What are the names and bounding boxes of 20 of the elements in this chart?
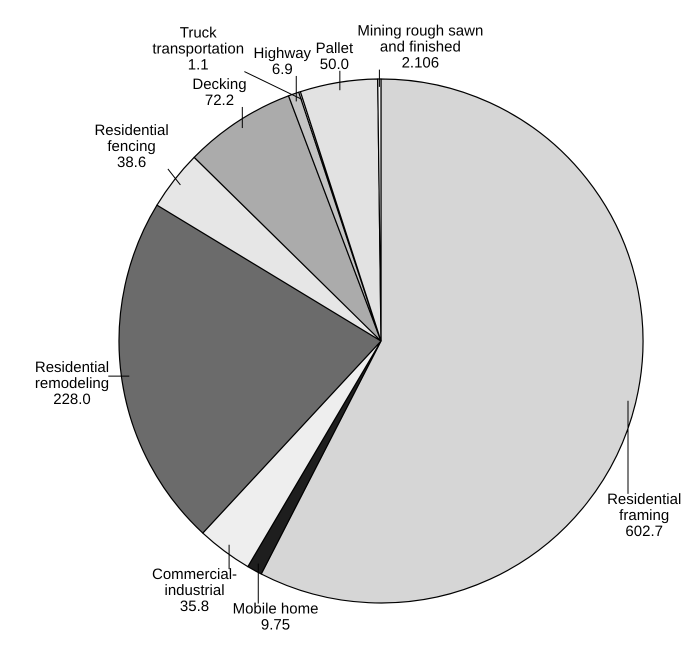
slice-label: Mining rough sawn and finished — [357, 22, 484, 56]
data-label: 38.6 — [116, 154, 146, 171]
slice-label: Truck transportation — [152, 24, 244, 58]
slice-label: Residential fencing — [94, 122, 169, 155]
data-label: 602.7 — [625, 522, 663, 540]
slice-label: Residential remodeling — [34, 359, 110, 392]
data-label: 50.0 — [320, 56, 349, 73]
data-label: 72.2 — [204, 92, 234, 109]
slice-label: Residential framing — [607, 490, 682, 524]
slice-label: Mobile home — [232, 600, 318, 618]
data-label: 228.0 — [53, 391, 91, 408]
slice-label: Decking — [192, 76, 247, 93]
slice-label: Commercial-industrial — [152, 566, 238, 600]
data-label: 9.75 — [260, 616, 290, 634]
data-label: 6.9 — [272, 60, 293, 78]
slice-label: Highway — [254, 44, 312, 62]
data-label: 35.8 — [180, 598, 210, 616]
data-label: 1.1 — [188, 56, 209, 74]
slice-label: Pallet — [316, 40, 354, 57]
data-label: 2.106 — [402, 54, 440, 72]
